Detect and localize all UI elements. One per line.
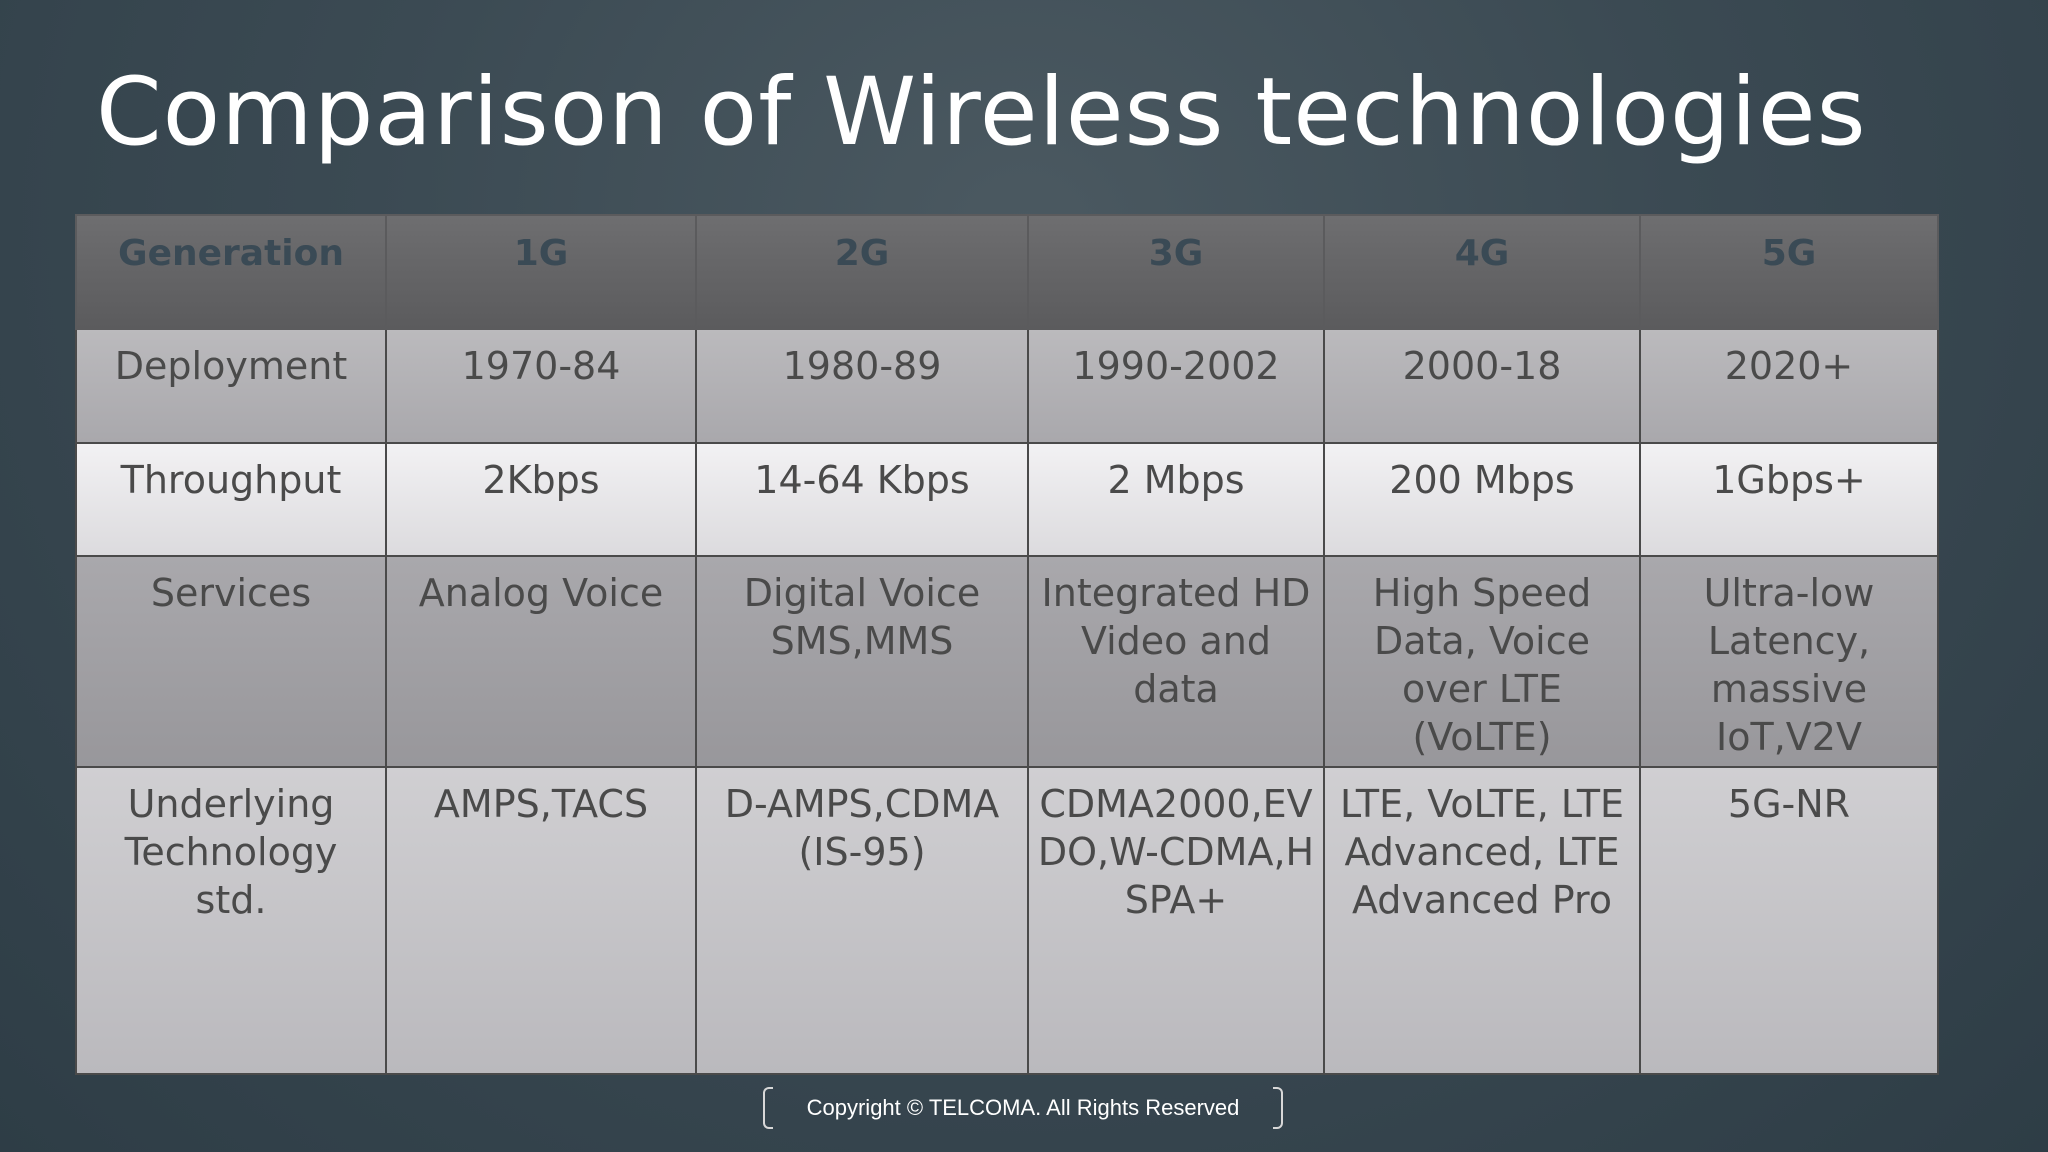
cell-tech-4g: LTE, VoLTE, LTE Advanced, LTE Advanced P… (1323, 766, 1641, 1075)
cell-deployment-3g: 1990-2002 (1027, 328, 1325, 444)
slide-title: Comparison of Wireless technologies (96, 58, 1867, 167)
row-label-services: Services (75, 555, 387, 768)
table-row-underlying-technology: Underlying Technology std. AMPS,TACS D-A… (75, 766, 1939, 1075)
table-header-row: Generation 1G 2G 3G 4G 5G (75, 214, 1939, 330)
cell-throughput-3g: 2 Mbps (1027, 442, 1325, 557)
table-row-throughput: Throughput 2Kbps 14-64 Kbps 2 Mbps 200 M… (75, 442, 1939, 557)
table-row-deployment: Deployment 1970-84 1980-89 1990-2002 200… (75, 328, 1939, 444)
header-generation: Generation (75, 214, 387, 330)
cell-tech-2g: D-AMPS,CDMA (IS-95) (695, 766, 1029, 1075)
copyright-footer: Copyright © TELCOMA. All Rights Reserved (763, 1087, 1283, 1129)
cell-throughput-4g: 200 Mbps (1323, 442, 1641, 557)
cell-throughput-5g: 1Gbps+ (1639, 442, 1939, 557)
cell-services-4g: High Speed Data, Voice over LTE (VoLTE) (1323, 555, 1641, 768)
cell-deployment-4g: 2000-18 (1323, 328, 1641, 444)
row-label-deployment: Deployment (75, 328, 387, 444)
header-3g: 3G (1027, 214, 1325, 330)
bracket-left-decoration (763, 1087, 773, 1129)
cell-throughput-1g: 2Kbps (385, 442, 697, 557)
cell-tech-3g: CDMA2000,EVDO,W-CDMA,HSPA+ (1027, 766, 1325, 1075)
row-label-throughput: Throughput (75, 442, 387, 557)
cell-services-5g: Ultra-low Latency, massive IoT,V2V (1639, 555, 1939, 768)
header-4g: 4G (1323, 214, 1641, 330)
cell-tech-5g: 5G-NR (1639, 766, 1939, 1075)
header-5g: 5G (1639, 214, 1939, 330)
cell-throughput-2g: 14-64 Kbps (695, 442, 1029, 557)
copyright-text: Copyright © TELCOMA. All Rights Reserved (806, 1095, 1240, 1120)
cell-deployment-5g: 2020+ (1639, 328, 1939, 444)
header-1g: 1G (385, 214, 697, 330)
cell-services-3g: Integrated HD Video and data (1027, 555, 1325, 768)
cell-services-1g: Analog Voice (385, 555, 697, 768)
bracket-right-decoration (1273, 1087, 1283, 1129)
cell-deployment-1g: 1970-84 (385, 328, 697, 444)
cell-tech-1g: AMPS,TACS (385, 766, 697, 1075)
row-label-underlying-technology: Underlying Technology std. (75, 766, 387, 1075)
cell-deployment-2g: 1980-89 (695, 328, 1029, 444)
comparison-table: Generation 1G 2G 3G 4G 5G Deployment 197… (75, 214, 1939, 1075)
table-row-services: Services Analog Voice Digital Voice SMS,… (75, 555, 1939, 768)
cell-services-2g: Digital Voice SMS,MMS (695, 555, 1029, 768)
header-2g: 2G (695, 214, 1029, 330)
